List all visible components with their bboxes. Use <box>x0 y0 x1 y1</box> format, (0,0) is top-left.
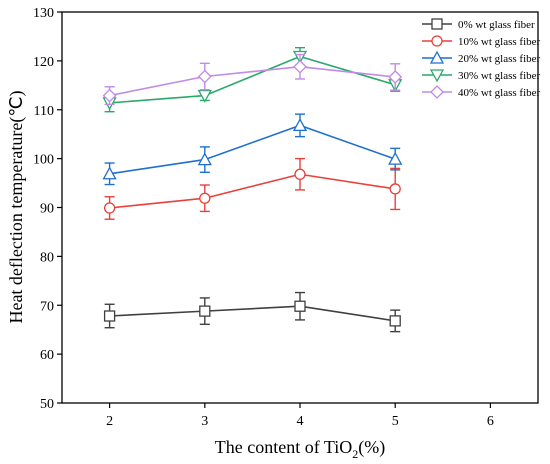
data-point <box>389 315 401 327</box>
y-tick-label: 130 <box>33 6 54 21</box>
series-line <box>109 124 396 175</box>
legend: 0% wt glass fiber 10% wt glass fiber 20% w… <box>422 18 541 99</box>
y-tick-label: 90 <box>40 202 54 217</box>
axis-ticks: 50 60 70 80 90 100 110 120 130 2 3 4 5 6 <box>33 6 494 429</box>
series-layer <box>102 46 403 333</box>
legend-marker <box>430 85 444 99</box>
y-tick-label: 100 <box>33 153 54 168</box>
data-point <box>389 183 401 195</box>
legend-label: 0% wt glass fiber <box>458 19 535 31</box>
y-tick-label: 60 <box>40 348 54 363</box>
y-axis-title: Heat deflection temperature(℃) <box>6 90 27 323</box>
x-tick-label: 2 <box>106 414 113 429</box>
series-line <box>109 65 396 97</box>
series-line <box>109 305 396 322</box>
data-point <box>197 152 212 166</box>
y-tick-label: 50 <box>40 397 54 412</box>
legend-marker <box>429 69 445 83</box>
y-tick-label: 110 <box>34 104 54 119</box>
legend-label: 40% wt glass fiber <box>458 87 541 99</box>
series-line <box>109 55 396 104</box>
data-point <box>294 168 306 180</box>
series-0 <box>103 291 401 333</box>
data-point <box>103 310 116 322</box>
series-3 <box>102 46 403 113</box>
x-tick-label: 6 <box>487 414 494 429</box>
data-point <box>103 202 116 214</box>
x-tick-label: 5 <box>392 414 399 429</box>
legend-label: 10% wt glass fiber <box>458 36 541 48</box>
data-point <box>293 59 307 74</box>
data-point <box>102 88 117 103</box>
series-4 <box>102 53 403 106</box>
legend-label: 30% wt glass fiber <box>458 70 541 82</box>
data-point <box>199 192 211 204</box>
legend-marker <box>429 50 445 64</box>
data-point <box>197 69 212 84</box>
y-tick-label: 80 <box>40 250 54 265</box>
series-2 <box>102 113 403 186</box>
x-tick-label: 4 <box>297 414 304 429</box>
data-point <box>294 300 306 312</box>
data-point <box>199 305 211 317</box>
y-tick-label: 120 <box>33 55 54 70</box>
x-axis-title: The content of TiO2(%) <box>215 437 385 461</box>
data-point <box>292 118 308 132</box>
data-point <box>102 166 117 180</box>
series-line <box>109 173 396 209</box>
legend-marker <box>431 18 443 30</box>
legend-label: 20% wt glass fiber <box>458 53 541 65</box>
data-point <box>388 151 403 165</box>
data-point <box>388 70 403 84</box>
y-tick-label: 70 <box>40 299 54 314</box>
data-point <box>197 89 212 103</box>
legend-marker <box>431 35 443 47</box>
x-tick-label: 3 <box>201 414 208 429</box>
series-1 <box>103 157 401 220</box>
